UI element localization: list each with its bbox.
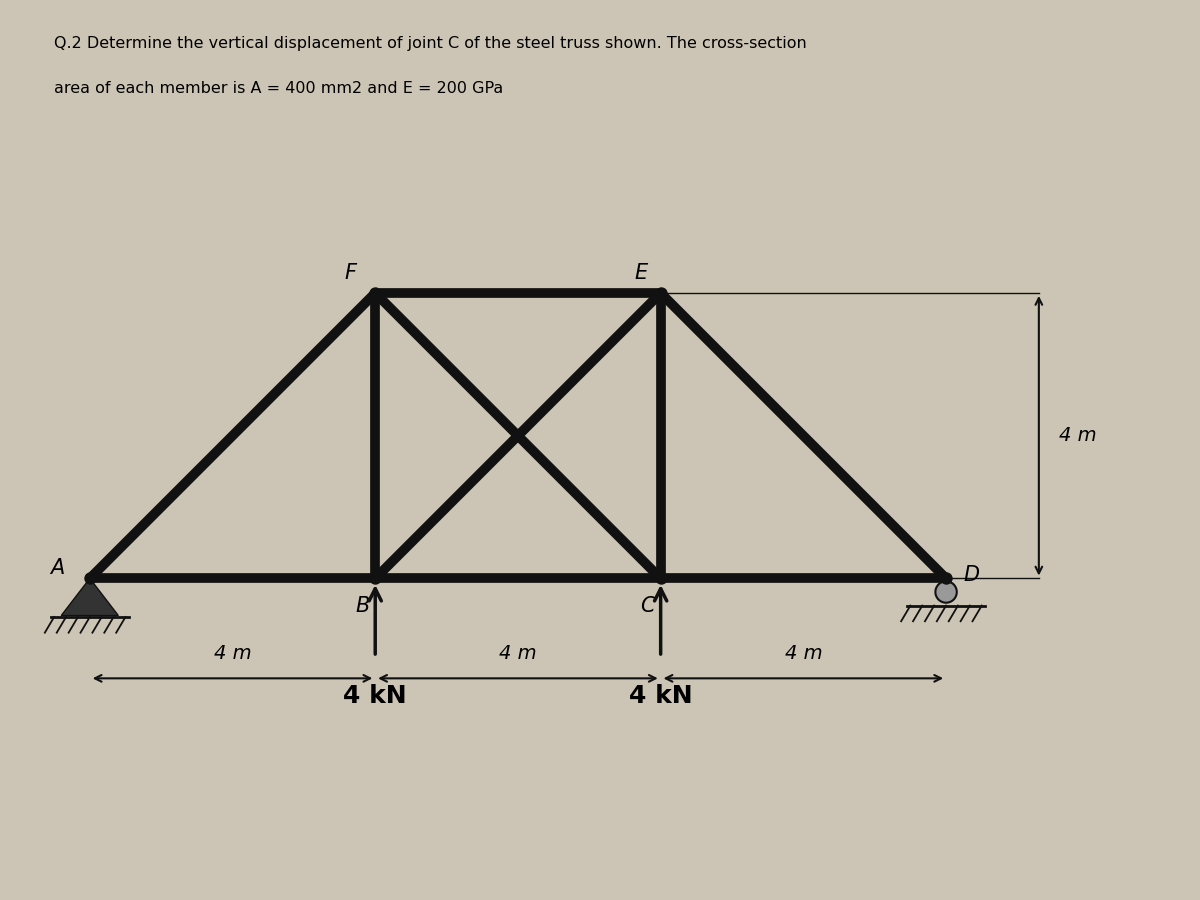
- Text: 4 kN: 4 kN: [343, 684, 407, 708]
- Text: 4 m: 4 m: [1058, 427, 1097, 446]
- Polygon shape: [61, 579, 119, 616]
- Point: [652, 572, 671, 586]
- Point: [652, 286, 671, 301]
- Point: [366, 572, 385, 586]
- Text: B: B: [355, 596, 370, 616]
- Point: [936, 572, 955, 586]
- Text: Q.2 Determine the vertical displacement of joint C of the steel truss shown. The: Q.2 Determine the vertical displacement …: [54, 36, 806, 51]
- Text: A: A: [50, 558, 65, 578]
- Point: [366, 286, 385, 301]
- Text: E: E: [634, 263, 647, 283]
- Text: D: D: [962, 565, 979, 585]
- Text: 4 m: 4 m: [785, 644, 822, 662]
- Text: 4 m: 4 m: [499, 644, 536, 662]
- Circle shape: [935, 581, 956, 603]
- Text: C: C: [641, 596, 655, 616]
- Text: 4 m: 4 m: [214, 644, 251, 662]
- Text: F: F: [344, 263, 356, 283]
- Text: 4 kN: 4 kN: [629, 684, 692, 708]
- Point: [80, 572, 100, 586]
- Text: area of each member is A = 400 mm2 and E = 200 GPa: area of each member is A = 400 mm2 and E…: [54, 81, 503, 96]
